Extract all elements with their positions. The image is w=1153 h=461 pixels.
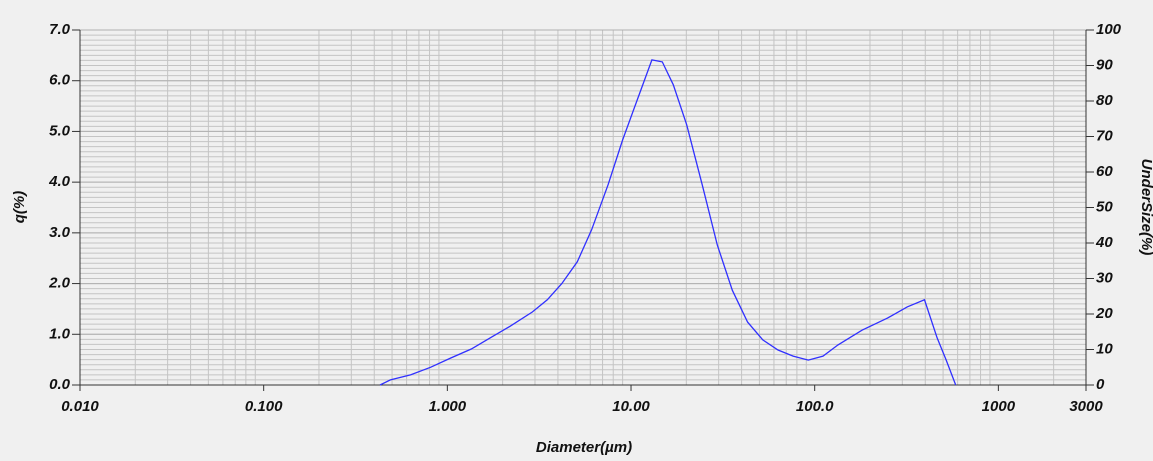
y2-tick-label: 80 [1096, 92, 1113, 109]
y2-tick-label: 20 [1095, 305, 1113, 322]
y2-tick-label: 60 [1096, 163, 1113, 180]
y2-tick-label: 30 [1096, 269, 1113, 286]
x-axis-label: Diameter(µm) [536, 439, 632, 456]
y-tick-label: 5.0 [49, 122, 71, 139]
y2-axis-label: UnderSize(%) [1138, 159, 1153, 256]
y2-tick-label: 100 [1096, 21, 1122, 38]
y2-tick-label: 50 [1096, 198, 1113, 215]
y-axis-label: q(%) [11, 191, 28, 224]
x-tick-label: 10.00 [612, 398, 650, 415]
y-tick-label: 2.0 [48, 275, 71, 292]
y2-tick-label: 90 [1096, 56, 1113, 73]
y2-tick-label: 0 [1096, 376, 1105, 393]
y-tick-label: 4.0 [48, 173, 71, 190]
y2-tick-label: 70 [1096, 127, 1113, 144]
y-tick-label: 0.0 [49, 376, 71, 393]
y-tick-label: 7.0 [49, 21, 71, 38]
y2-tick-label: 40 [1095, 234, 1113, 251]
x-tick-label: 1.000 [429, 398, 467, 415]
y-tick-label: 3.0 [49, 224, 71, 241]
y-tick-label: 6.0 [49, 72, 71, 89]
data-line [379, 59, 957, 386]
y-tick-label: 1.0 [49, 325, 71, 342]
x-tick-label: 100.0 [796, 398, 834, 415]
x-tick-label: 3000 [1069, 398, 1103, 415]
x-tick-label: 1000 [982, 398, 1016, 415]
y2-tick-label: 10 [1096, 340, 1113, 357]
x-tick-label: 0.010 [61, 398, 99, 415]
x-tick-label: 0.100 [245, 398, 283, 415]
